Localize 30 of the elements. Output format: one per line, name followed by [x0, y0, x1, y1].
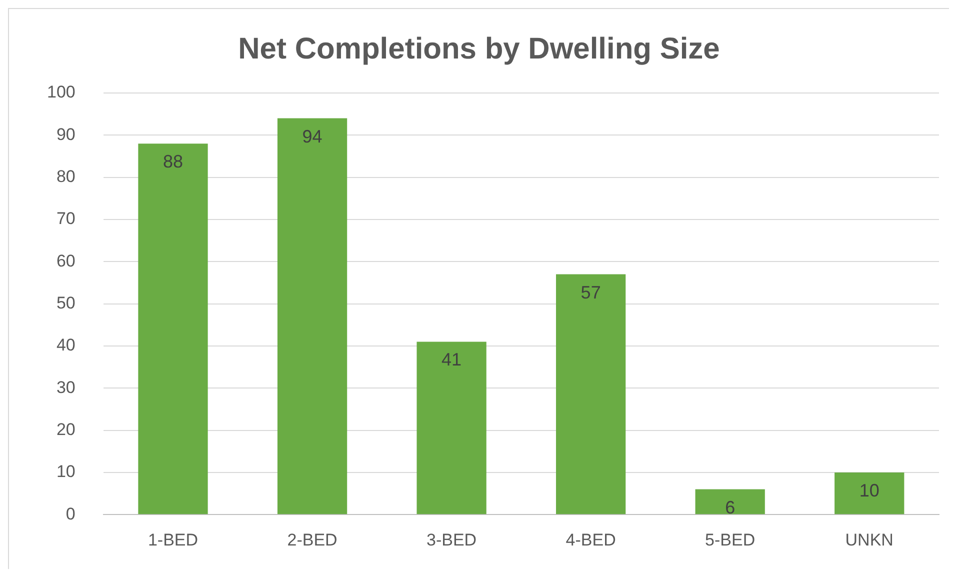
y-tick-label: 0	[66, 504, 76, 524]
x-tick-label: 1-BED	[148, 530, 198, 550]
y-tick-label: 80	[56, 167, 76, 186]
bar	[416, 342, 486, 514]
data-label: 41	[442, 350, 462, 370]
y-tick-label: 100	[46, 82, 76, 102]
bar	[277, 118, 348, 514]
x-tick-label: 3-BED	[426, 530, 477, 550]
x-tick-label: UNKN	[845, 530, 894, 550]
y-tick-label: 70	[56, 209, 76, 228]
x-tick-label: 4-BED	[566, 530, 616, 550]
chart-title: Net Completions by Dwelling Size	[238, 32, 720, 66]
y-tick-label: 60	[56, 251, 76, 270]
y-tick-label: 50	[56, 293, 76, 312]
y-tick-label: 20	[56, 420, 76, 439]
y-tick-label: 40	[56, 336, 76, 355]
x-tick-label: 5-BED	[705, 530, 756, 550]
y-tick-label: 30	[56, 378, 76, 397]
data-label: 94	[302, 126, 322, 146]
y-tick-label: 10	[56, 462, 76, 482]
data-label: 88	[162, 152, 184, 172]
bar	[556, 274, 626, 514]
data-label: 10	[859, 480, 880, 500]
data-label: 6	[725, 497, 736, 518]
bar	[834, 472, 904, 514]
y-tick-label: 90	[56, 124, 76, 144]
bar	[695, 489, 765, 514]
x-tick-label: 2-BED	[287, 530, 338, 550]
bar	[138, 144, 208, 514]
data-label: 57	[580, 282, 601, 302]
